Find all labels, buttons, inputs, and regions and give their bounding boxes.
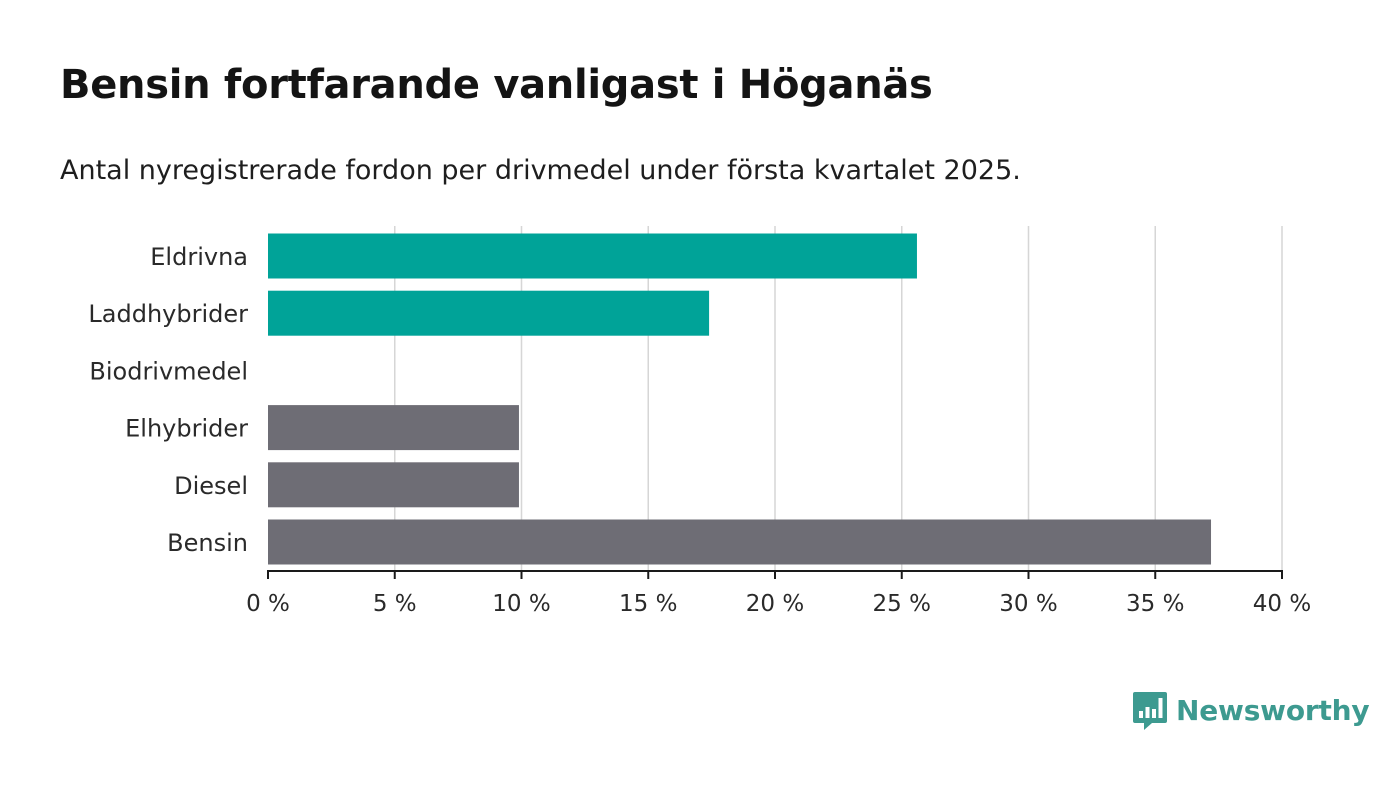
bar-chart-speech-bubble-icon xyxy=(1133,692,1167,730)
bar xyxy=(268,519,1212,565)
category-label: Diesel xyxy=(174,472,248,500)
gridlines xyxy=(394,226,1283,571)
chart-subtitle: Antal nyregistrerade fordon per drivmede… xyxy=(60,155,1021,186)
category-label: Elhybrider xyxy=(125,415,248,443)
x-tick-label: 35 % xyxy=(1126,591,1184,617)
x-axis: 0 % 5 % 10 % 15 % 20 % 25 % 30 % 35 % 40 % xyxy=(246,570,1311,617)
x-tick-label: 0 % xyxy=(246,591,290,617)
x-tick-label: 40 % xyxy=(1253,591,1311,617)
x-tick-label: 5 % xyxy=(373,591,417,617)
bar xyxy=(268,405,519,451)
x-tick-label: 10 % xyxy=(492,591,550,617)
bar xyxy=(268,233,917,279)
category-labels: Eldrivna Laddhybrider Biodrivmedel Elhybrid… xyxy=(88,243,248,557)
x-tick-label: 25 % xyxy=(873,591,931,617)
x-tick-label: 30 % xyxy=(999,591,1057,617)
category-label: Biodrivmedel xyxy=(89,357,248,385)
x-tick-label: 15 % xyxy=(619,591,677,617)
category-label: Eldrivna xyxy=(150,243,248,271)
brand-logo: Newsworthy xyxy=(1132,690,1370,730)
chart-title: Bensin fortfarande vanligast i Höganäs xyxy=(60,62,933,108)
bar xyxy=(268,290,710,336)
brand-name: Newsworthy xyxy=(1176,693,1370,727)
category-label: Bensin xyxy=(167,529,248,557)
bars xyxy=(268,233,1212,565)
category-label: Laddhybrider xyxy=(88,300,248,328)
x-tick-label: 20 % xyxy=(746,591,804,617)
bar xyxy=(268,462,519,508)
